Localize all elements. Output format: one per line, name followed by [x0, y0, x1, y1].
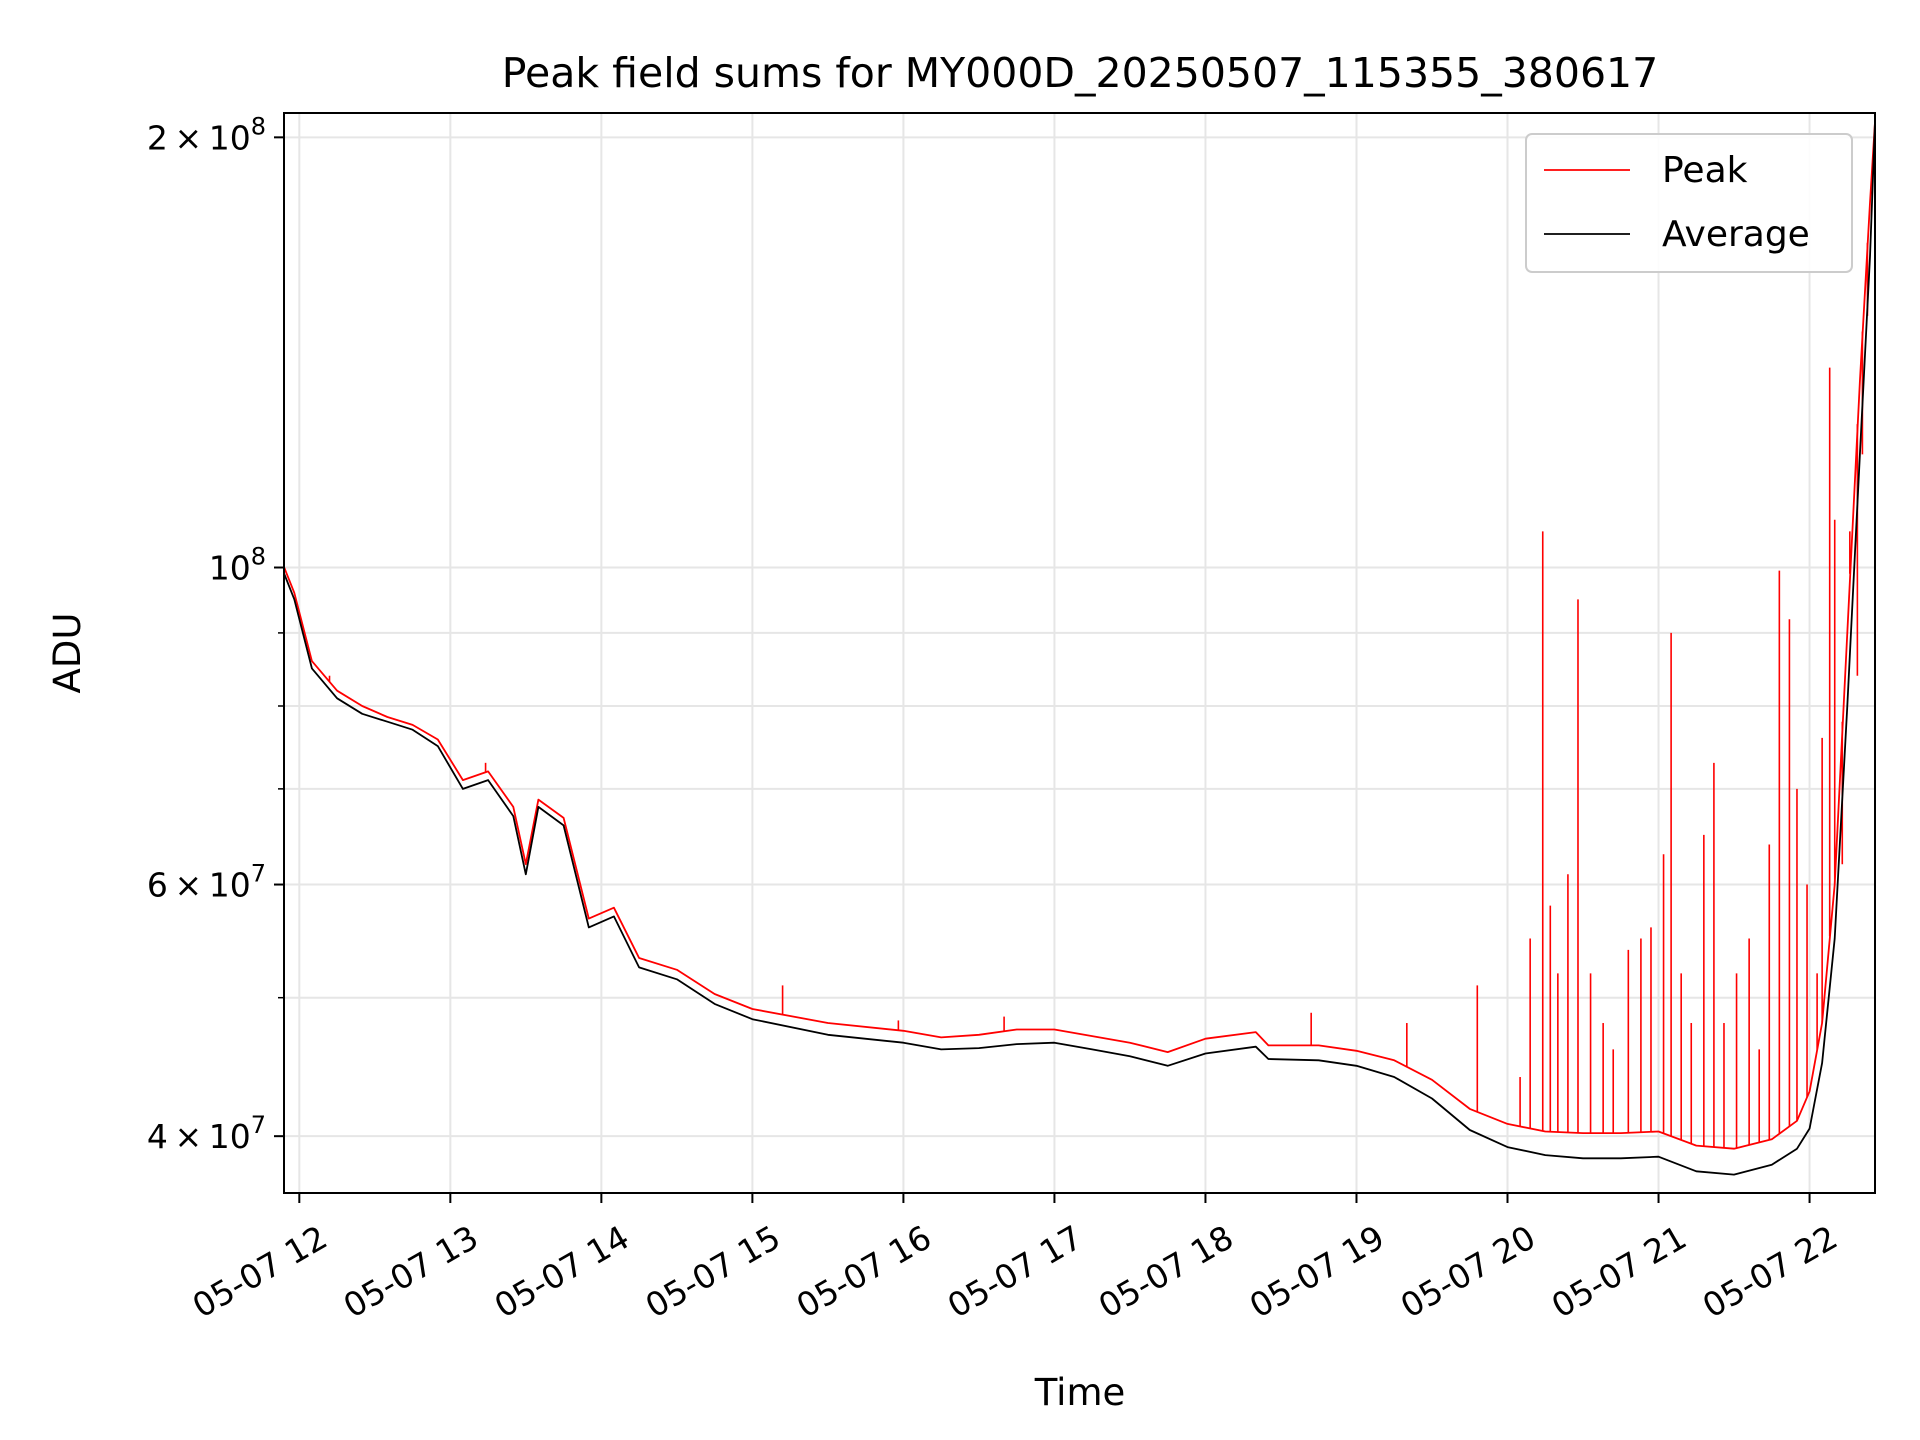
legend-label-peak: Peak [1662, 150, 1748, 191]
x-axis-label: Time [1034, 1371, 1126, 1414]
y-axis: 4 × 107 6 × 107 108 2 × 108 [147, 112, 284, 1156]
legend-box [1525, 133, 1853, 273]
chart-title: Peak field sums for MY000D_20250507_1153… [502, 49, 1658, 97]
y-axis-label: ADU [46, 613, 89, 694]
series-line-average [284, 121, 1875, 1176]
series-layer [284, 121, 1875, 1176]
y-tick-label: 6 × 107 [147, 860, 266, 905]
y-tick-label: 4 × 107 [147, 1111, 266, 1156]
y-tick-label: 2 × 108 [147, 112, 266, 157]
legend: Peak Average [1525, 133, 1853, 273]
y-tick-label: 108 [209, 543, 266, 588]
plot-frame [283, 112, 1876, 1194]
legend-label-average: Average [1662, 214, 1810, 255]
series-line-peak [284, 121, 1875, 1150]
